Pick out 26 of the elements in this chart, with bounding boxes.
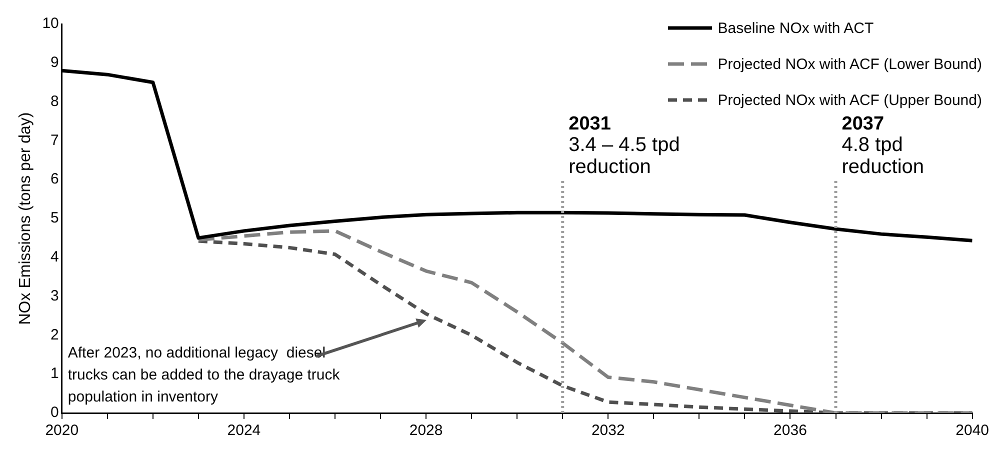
y-tick-label: 8 <box>50 92 59 110</box>
y-tick-label: 3 <box>50 287 59 304</box>
y-tick-label: 0 <box>50 404 59 422</box>
ref-line-label: 2037 <box>842 113 884 134</box>
y-axis-title: NOx Emissions (tons per day) <box>17 112 34 325</box>
annotation: After 2023, no additional legacy diesel trucks can be added to the drayage truck population in inventory <box>68 344 340 406</box>
y-tick-label: 2 <box>50 326 59 344</box>
x-tick-label: 2028 <box>409 422 443 440</box>
y-tick-label: 4 <box>50 248 59 266</box>
y-tick-label: 5 <box>50 210 59 227</box>
annotation: 4.8 tpd reduction <box>842 134 924 178</box>
legend-label: Baseline NOx with ACT <box>718 20 874 36</box>
x-tick-label: 2020 <box>45 422 79 440</box>
y-tick-label: 9 <box>50 54 59 72</box>
x-tick-label: 2024 <box>227 422 261 440</box>
annotation: 3.4 – 4.5 tpd reduction <box>568 134 680 178</box>
y-tick-label: 1 <box>50 365 59 382</box>
legend-label: Projected NOx with ACF (Upper Bound) <box>718 92 982 108</box>
y-tick-label: 10 <box>42 15 59 32</box>
y-tick-label: 7 <box>50 132 59 149</box>
ref-line-label: 2031 <box>568 113 612 134</box>
x-tick-label: 2032 <box>591 422 625 440</box>
y-tick-label: 6 <box>50 170 59 188</box>
x-tick-label: 2040 <box>956 422 990 440</box>
x-tick-label: 2036 <box>774 422 807 440</box>
legend-label: Projected NOx with ACF (Lower Bound) <box>718 56 982 72</box>
